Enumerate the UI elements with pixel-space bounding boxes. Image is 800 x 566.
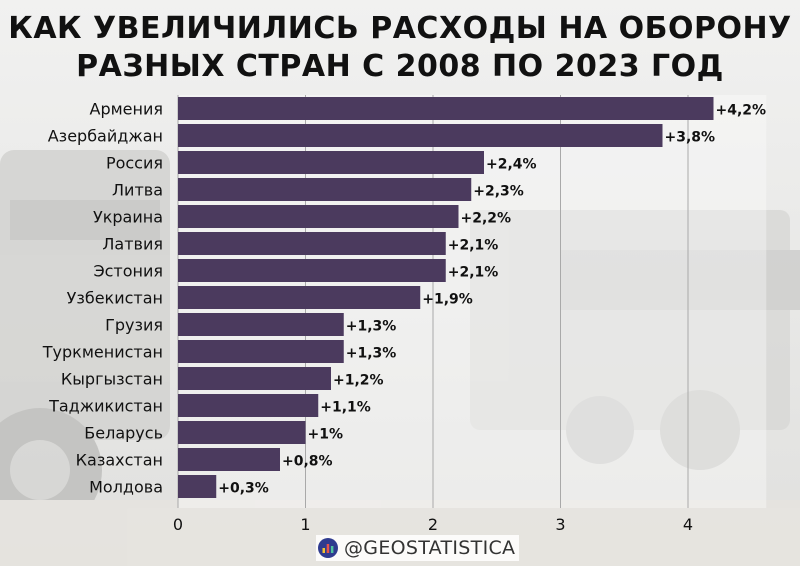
bar-3 [178,151,484,174]
bar-chart-logo-icon [318,538,338,558]
bar-7 [178,259,446,282]
category-label: Таджикистан [48,397,163,416]
category-label: Узбекистан [67,289,163,308]
footer-handle: @GEOSTATISTICA [344,537,516,559]
bar-6 [178,232,446,255]
category-label: Беларусь [84,424,163,443]
data-label: +1% [308,427,344,443]
x-tick-label: 1 [300,515,310,534]
chart-title: КАК УВЕЛИЧИЛИСЬ РАСХОДЫ НА ОБОРОНУ РАЗНЫ… [0,10,800,86]
data-label: +3,8% [665,130,716,146]
category-label: Украина [93,208,163,227]
category-label: Россия [106,154,163,173]
bar-10 [178,340,344,363]
data-label: +1,1% [320,400,371,416]
bar-8 [178,286,421,309]
data-label: +0,8% [282,454,333,470]
category-label: Молдова [89,478,163,497]
x-tick-label: 2 [428,515,438,534]
bar-9 [178,313,344,336]
data-label: +1,9% [422,292,473,308]
data-label: +2,1% [448,265,499,281]
bar-1 [178,97,714,120]
bar-5 [178,205,459,228]
category-label: Литва [112,181,163,200]
data-label: +2,3% [473,184,524,200]
bar-2 [178,124,663,147]
title-line-2: РАЗНЫХ СТРАН С 2008 ПО 2023 ГОД [76,49,724,84]
category-label: Эстония [93,262,163,281]
bar-12 [178,394,319,417]
category-label: Туркменистан [42,343,163,362]
data-label: +1,3% [346,346,397,362]
x-tick-label: 3 [555,515,565,534]
title-line-1: КАК УВЕЛИЧИЛИСЬ РАСХОДЫ НА ОБОРОНУ [8,11,792,46]
footer-watermark: @GEOSTATISTICA [316,535,520,561]
category-label: Кыргызстан [61,370,163,389]
x-tick-label: 4 [683,515,693,534]
data-label: +2,2% [461,211,512,227]
category-label: Латвия [102,235,163,254]
data-label: +1,3% [346,319,397,335]
bar-11 [178,367,331,390]
category-label: Армения [90,100,164,119]
x-tick-label: 0 [173,515,183,534]
bar-13 [178,421,306,444]
data-label: +0,3% [218,481,269,497]
data-label: +1,2% [333,373,384,389]
category-label: Азербайджан [48,127,163,146]
category-label: Грузия [105,316,163,335]
bar-14 [178,448,280,471]
data-label: +2,4% [486,157,537,173]
category-label: Казахстан [76,451,163,470]
bar-4 [178,178,472,201]
data-label: +2,1% [448,238,499,254]
bar-15 [178,475,217,498]
data-label: +4,2% [716,103,767,119]
